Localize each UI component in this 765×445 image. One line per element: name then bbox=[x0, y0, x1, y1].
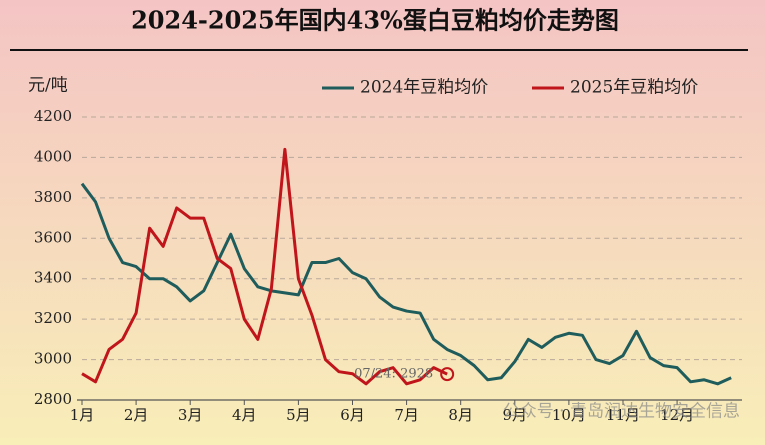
annotation: 07/24: 2928 bbox=[354, 367, 433, 382]
y-tick-label: 2800 bbox=[34, 390, 72, 408]
x-tick-label: 7月 bbox=[394, 406, 419, 424]
plot: 2800 3000 3200 3400 3600 3800 4000 4200 1月 2月 3月 4月… bbox=[34, 107, 742, 424]
x-tick-label: 10月 bbox=[552, 406, 586, 424]
series-line bbox=[80, 182, 732, 386]
x-tick-label: 1月 bbox=[70, 406, 95, 424]
x-tick-label: 12月 bbox=[660, 406, 694, 424]
y-axis-label: 元/吨 bbox=[28, 76, 68, 96]
y-tick-label: 3400 bbox=[34, 269, 72, 287]
watermark: 公众号 · 青岛润达生物安全信息 bbox=[503, 402, 740, 422]
legend-label: 2025年豆粕均价 bbox=[570, 78, 698, 98]
legend-label: 2024年豆粕均价 bbox=[360, 78, 488, 98]
x-tick-label: 2月 bbox=[124, 406, 149, 424]
y-tick-label: 4200 bbox=[34, 107, 72, 125]
y-tick-label: 4000 bbox=[34, 147, 72, 165]
legend: 2024年豆粕均价 2025年豆粕均价 bbox=[322, 78, 698, 98]
series-line bbox=[81, 147, 448, 386]
y-tick-label: 3800 bbox=[34, 188, 72, 206]
x-tick-label: 6月 bbox=[340, 406, 365, 424]
x-tick-label: 5月 bbox=[286, 406, 311, 424]
y-tick-label: 3600 bbox=[34, 228, 72, 246]
x-tick-label: 9月 bbox=[503, 406, 528, 424]
x-tick-label: 8月 bbox=[448, 406, 473, 424]
y-tick-label: 3000 bbox=[34, 350, 72, 368]
x-tick-label: 3月 bbox=[178, 406, 203, 424]
end-marker bbox=[440, 367, 455, 382]
y-tick-label: 3200 bbox=[34, 309, 72, 327]
x-tick-label: 4月 bbox=[232, 406, 257, 424]
chart-title: 2024-2025年国内43%蛋白豆粕均价走势图 bbox=[131, 6, 619, 35]
x-tick-label: 11月 bbox=[606, 406, 640, 424]
